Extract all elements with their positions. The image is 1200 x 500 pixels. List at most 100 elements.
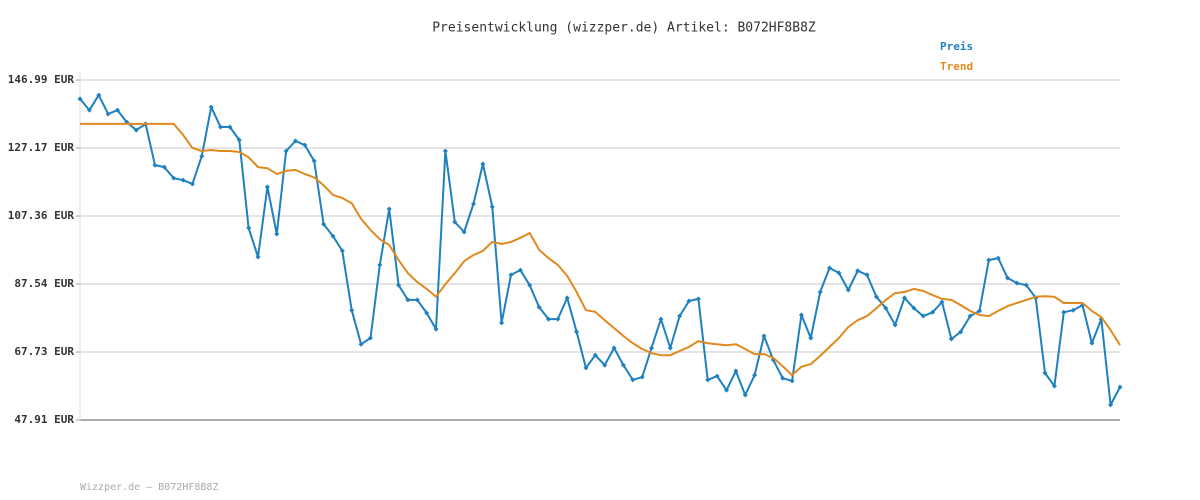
data-point [827, 265, 833, 271]
series-line [79, 94, 1121, 406]
data-point [489, 204, 495, 210]
data-point [396, 282, 402, 288]
data-point [527, 282, 533, 288]
data-point [339, 248, 345, 254]
data-point [96, 92, 102, 98]
data-point [864, 272, 870, 278]
data-point [452, 219, 458, 225]
data-point [386, 206, 392, 212]
data-point [789, 378, 795, 384]
data-point [911, 305, 917, 311]
data-point [236, 137, 242, 143]
data-point [630, 377, 636, 383]
data-point [105, 111, 111, 117]
data-point [714, 373, 720, 379]
data-point [564, 295, 570, 301]
data-point [246, 225, 252, 231]
data-point [620, 362, 626, 368]
data-point [499, 320, 505, 326]
data-point [292, 138, 298, 144]
data-point [283, 148, 289, 154]
data-point [517, 267, 523, 273]
data-point [873, 294, 879, 300]
data-point [845, 287, 851, 293]
data-point [161, 164, 167, 170]
data-point [424, 310, 430, 316]
data-point [555, 316, 561, 322]
data-point [733, 368, 739, 374]
data-point [302, 142, 308, 148]
data-point [780, 375, 786, 381]
data-point [358, 341, 364, 347]
data-point [1108, 402, 1114, 408]
legend-label: Trend [940, 60, 973, 73]
data-point [461, 229, 467, 235]
data-point [939, 299, 945, 305]
data-point [583, 365, 589, 371]
data-point [677, 313, 683, 319]
data-point [639, 374, 645, 380]
y-tick-label: 146.99 EUR [8, 73, 75, 86]
data-point [414, 297, 420, 303]
y-tick-label: 127.17 EUR [8, 141, 75, 154]
data-point [208, 104, 214, 110]
data-point [817, 289, 823, 295]
data-point [1005, 275, 1011, 281]
data-point [255, 254, 261, 260]
data-point [377, 262, 383, 268]
data-point [1117, 384, 1123, 390]
data-point [227, 124, 233, 130]
data-point [686, 298, 692, 304]
data-point [892, 322, 898, 328]
data-point [321, 221, 327, 227]
data-point [133, 127, 139, 133]
footer: Wizzper.de – B072HF8B8Z [80, 482, 218, 493]
data-point [180, 177, 186, 183]
data-point [199, 153, 205, 159]
data-point [967, 313, 973, 319]
data-point [114, 107, 120, 113]
data-point [330, 233, 336, 239]
y-tick-label: 107.36 EUR [8, 209, 75, 222]
data-point [574, 329, 580, 335]
data-point [723, 387, 729, 393]
data-point [976, 308, 982, 314]
data-point [442, 148, 448, 154]
data-point [742, 392, 748, 398]
data-point [1042, 370, 1048, 376]
data-point [471, 201, 477, 207]
data-point [480, 161, 486, 167]
data-point [405, 297, 411, 303]
data-point [798, 312, 804, 318]
chart-title: Preisentwicklung (wizzper.de) Artikel: B… [432, 21, 816, 36]
data-point [311, 158, 317, 164]
data-point [995, 255, 1001, 261]
data-point [1014, 280, 1020, 286]
data-point [930, 309, 936, 315]
data-point [1061, 309, 1067, 315]
data-point [667, 345, 673, 351]
data-point [86, 107, 92, 113]
data-point [649, 345, 655, 351]
data-point [752, 372, 758, 378]
data-point [592, 352, 598, 358]
y-tick-label: 87.54 EUR [14, 277, 74, 290]
data-point [218, 124, 224, 130]
data-point [274, 231, 280, 237]
data-point [545, 316, 551, 322]
data-point [836, 270, 842, 276]
legend-label: Preis [940, 40, 973, 53]
data-point [808, 335, 814, 341]
y-tick-label: 47.91 EUR [14, 413, 74, 426]
series-line [80, 122, 1121, 377]
data-point [433, 326, 439, 332]
data-point [986, 257, 992, 263]
data-point [883, 305, 889, 311]
data-point [264, 184, 270, 190]
data-point [958, 329, 964, 335]
data-point [349, 307, 355, 313]
data-point [1023, 282, 1029, 288]
data-point [920, 313, 926, 319]
